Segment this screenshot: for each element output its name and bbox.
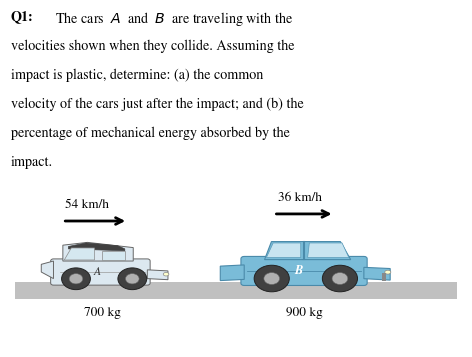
Text: impact is plastic, determine: (a) the common: impact is plastic, determine: (a) the co… — [11, 68, 263, 82]
Text: impact.: impact. — [11, 156, 53, 169]
Ellipse shape — [126, 273, 139, 284]
Ellipse shape — [332, 273, 348, 285]
Polygon shape — [63, 242, 133, 261]
Polygon shape — [264, 242, 351, 260]
Ellipse shape — [118, 268, 147, 290]
Polygon shape — [68, 243, 125, 251]
Ellipse shape — [61, 268, 91, 290]
Ellipse shape — [264, 273, 279, 285]
Polygon shape — [364, 267, 390, 280]
Bar — [16, 282, 456, 299]
FancyBboxPatch shape — [241, 256, 367, 286]
Polygon shape — [308, 243, 349, 257]
Bar — [382, 273, 386, 281]
Polygon shape — [64, 248, 94, 260]
Polygon shape — [220, 265, 244, 281]
Text: velocity of the cars just after the impact; and (b) the: velocity of the cars just after the impa… — [11, 97, 303, 111]
Ellipse shape — [254, 265, 289, 292]
Text: percentage of mechanical energy absorbed by the: percentage of mechanical energy absorbed… — [11, 126, 290, 140]
Polygon shape — [266, 243, 301, 257]
Text: velocities shown when they collide. Assuming the: velocities shown when they collide. Assu… — [11, 39, 294, 53]
Text: 700 kg: 700 kg — [84, 307, 121, 319]
Ellipse shape — [322, 265, 357, 292]
Text: The cars  $\mathit{A}$  and  $\mathit{B}$  are traveling with the: The cars $\mathit{A}$ and $\mathit{B}$ a… — [55, 10, 294, 28]
Polygon shape — [101, 251, 125, 260]
Text: 36 km/h: 36 km/h — [278, 192, 322, 204]
FancyBboxPatch shape — [51, 259, 150, 285]
Text: 900 kg: 900 kg — [286, 307, 322, 319]
Text: 54 km/h: 54 km/h — [65, 199, 109, 211]
Polygon shape — [147, 270, 168, 280]
Ellipse shape — [385, 270, 391, 274]
Ellipse shape — [163, 272, 169, 276]
Ellipse shape — [69, 273, 83, 284]
Text: A: A — [94, 267, 101, 277]
Polygon shape — [41, 261, 53, 278]
Text: Q1:: Q1: — [11, 10, 34, 23]
Text: B: B — [294, 265, 302, 277]
